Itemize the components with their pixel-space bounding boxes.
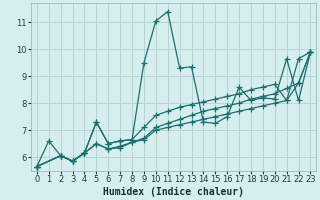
X-axis label: Humidex (Indice chaleur): Humidex (Indice chaleur) bbox=[103, 186, 244, 197]
